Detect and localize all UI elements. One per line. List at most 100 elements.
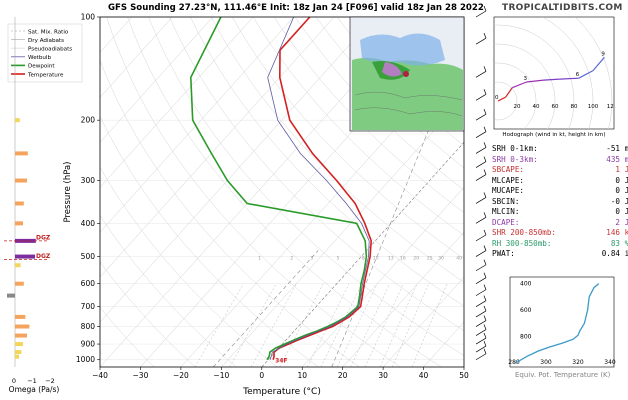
site-brand: TROPICALTIDBITS.COM bbox=[502, 3, 623, 13]
legend-label: Wetbulb bbox=[28, 55, 51, 61]
index-value: 2 bbox=[615, 217, 620, 227]
hodograph-segment bbox=[526, 79, 544, 83]
index-unit: J/kg bbox=[624, 217, 628, 227]
x-tick-label: 0 bbox=[259, 371, 264, 380]
dgz-label: DGZ bbox=[36, 234, 51, 241]
x-axis-label: Temperature (°C) bbox=[242, 387, 321, 397]
legend-label: Temperature bbox=[27, 72, 64, 78]
hodograph-panel: 20 40 60 80 100 120 0 3 6 9 bbox=[493, 16, 618, 130]
omega-bar bbox=[15, 342, 23, 347]
index-row: DCAPE: 2 J/kg bbox=[492, 218, 628, 229]
index-value: -0 bbox=[610, 196, 620, 206]
wind-barb bbox=[475, 264, 487, 272]
hodograph-tick-label: 60 bbox=[552, 104, 559, 110]
index-unit: J/kg bbox=[624, 165, 628, 174]
x-tick-label: −40 bbox=[92, 371, 108, 380]
wind-barb-flag bbox=[483, 126, 487, 132]
index-row: SRH 0-1km: -51 m²s⁻² bbox=[492, 144, 628, 155]
mixing-ratio-line bbox=[392, 283, 429, 367]
x-tick-label: 50 bbox=[459, 371, 469, 380]
isotherm bbox=[100, 17, 375, 323]
index-value: 0 bbox=[615, 207, 620, 216]
inset-y-tick-label: 800 bbox=[520, 334, 532, 341]
hodograph-ring bbox=[494, 62, 537, 129]
hodograph-ring bbox=[494, 81, 518, 121]
omega-bar bbox=[15, 151, 28, 156]
y-tick-label: 500 bbox=[81, 252, 96, 261]
mixing-ratio-label: 30 bbox=[438, 256, 444, 262]
dgz-label: DGZ bbox=[36, 253, 51, 260]
mixing-ratio-line bbox=[379, 283, 418, 367]
index-key: MLCAPE: bbox=[492, 175, 525, 185]
wind-barb-flag bbox=[483, 33, 487, 39]
wind-barb-flag bbox=[483, 284, 487, 290]
omega-bar bbox=[15, 350, 22, 355]
dry-adiabat bbox=[190, 17, 464, 307]
hodograph-ring bbox=[494, 24, 575, 129]
wind-barb bbox=[475, 93, 487, 101]
indices-table: SRH 0-1km:-51 m²s⁻²SRH 0-3km:435 m²s⁻²SB… bbox=[492, 144, 628, 260]
plot-frame bbox=[99, 16, 465, 368]
wind-barb-flag bbox=[483, 212, 487, 218]
omega-bar bbox=[15, 178, 27, 183]
wind-barb-flag bbox=[483, 348, 487, 354]
theta-e-profile bbox=[515, 283, 600, 364]
surface-temp-label: 34F bbox=[275, 358, 287, 365]
wind-barb-flag bbox=[483, 340, 487, 347]
index-unit: J/kg bbox=[624, 186, 628, 195]
map-inset bbox=[349, 16, 465, 132]
wind-barb bbox=[475, 289, 487, 296]
x-tick-label: 30 bbox=[378, 371, 388, 380]
mixing-ratio-label: 3 bbox=[310, 256, 313, 262]
index-key: MUCAPE: bbox=[492, 186, 525, 195]
omega-bar bbox=[15, 221, 23, 226]
mixing-ratio-line bbox=[364, 283, 404, 367]
wind-barb bbox=[475, 113, 487, 121]
index-key: SRH 0-1km: bbox=[492, 144, 538, 153]
wind-barb bbox=[475, 71, 487, 78]
index-unit: J/kg bbox=[624, 196, 628, 206]
isotherm bbox=[100, 17, 294, 233]
wind-barb-flag bbox=[483, 295, 487, 301]
wind-barb-flag bbox=[483, 324, 487, 330]
mixing-ratio-label: 5 bbox=[336, 256, 339, 262]
dry-adiabat bbox=[211, 17, 464, 283]
hodograph-segment bbox=[497, 96, 506, 102]
hodograph-tick-label: 120 bbox=[607, 104, 618, 110]
inset-y-tick-label: 400 bbox=[520, 281, 532, 288]
hodograph-segment bbox=[505, 87, 513, 98]
index-row: SBCIN: -0 J/kg bbox=[492, 197, 628, 208]
hodograph-height-label: 9 bbox=[601, 51, 605, 57]
omega-bar bbox=[7, 293, 15, 298]
mixing-ratio-label: 25 bbox=[427, 256, 433, 262]
mixing-ratio-line bbox=[320, 283, 363, 367]
index-value: 0 bbox=[615, 175, 620, 185]
legend-label: Sat. Mix. Ratio bbox=[28, 29, 69, 35]
mixing-ratio-label: 2 bbox=[290, 256, 293, 262]
index-row: SBCAPE: 1 J/kg bbox=[492, 165, 628, 176]
isotherm bbox=[382, 276, 464, 367]
dry-adiabat bbox=[169, 17, 464, 332]
wetbulb-profile bbox=[267, 17, 370, 360]
inset-y-tick-label: 600 bbox=[520, 307, 532, 314]
index-unit: m²s⁻² bbox=[624, 154, 628, 164]
dry-adiabat bbox=[100, 166, 278, 367]
omega-tick-label: −1 bbox=[27, 377, 37, 385]
inset-x-tick-label: 320 bbox=[572, 359, 584, 366]
index-value: 435 bbox=[606, 154, 620, 164]
hodograph-height-label: 0 bbox=[495, 95, 499, 101]
wind-barb-flag bbox=[483, 259, 487, 265]
wind-barb-flag bbox=[483, 245, 487, 251]
index-unit: J/kg bbox=[624, 175, 628, 185]
omega-bar bbox=[15, 314, 26, 319]
dry-adiabat bbox=[232, 17, 464, 259]
index-key: MLCIN: bbox=[492, 207, 520, 216]
wind-barb bbox=[475, 234, 487, 242]
wind-barb-flag bbox=[483, 272, 487, 278]
hodograph-tick-label: 20 bbox=[514, 104, 521, 110]
wind-barb-flag bbox=[483, 142, 487, 148]
index-key: RH 300-850mb: bbox=[492, 238, 552, 248]
omega-bar bbox=[15, 118, 20, 123]
wind-barb bbox=[475, 345, 487, 353]
